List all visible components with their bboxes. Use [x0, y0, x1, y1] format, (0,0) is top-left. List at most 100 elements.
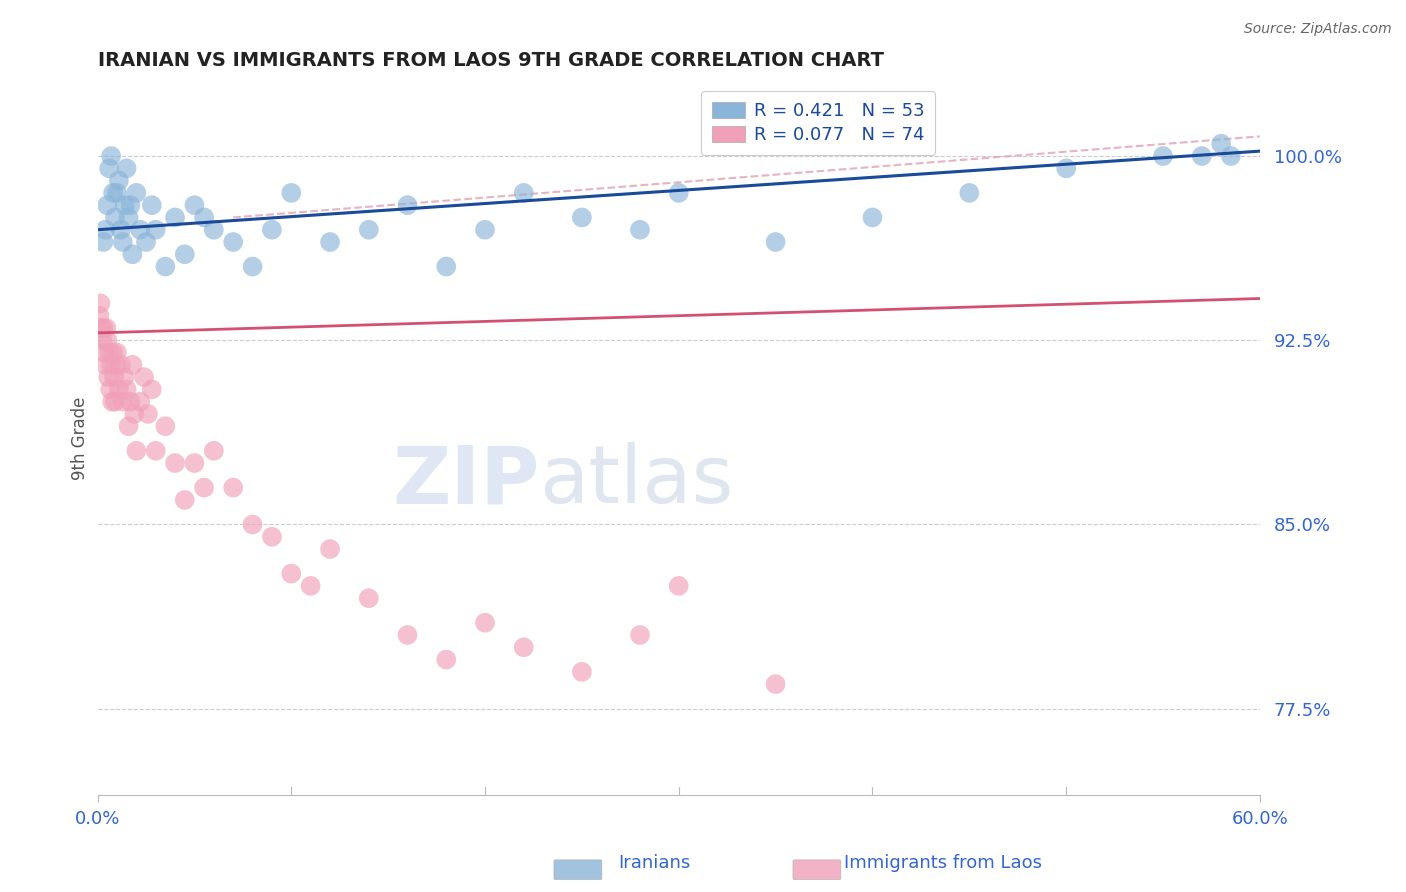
Point: [125, 186, 148, 200]
Point: [100, 358, 122, 372]
Point: [115, 383, 138, 397]
Point: [155, 260, 177, 274]
Point: [135, 235, 157, 249]
Point: [120, 394, 142, 409]
Point: [396, 628, 419, 642]
Point: [132, 370, 155, 384]
Point: [155, 419, 177, 434]
Point: [98, 161, 121, 176]
Point: [628, 223, 651, 237]
Point: [101, 186, 124, 200]
Point: [173, 492, 195, 507]
Point: [571, 211, 593, 225]
Point: [101, 394, 124, 409]
Point: [299, 579, 322, 593]
Point: [222, 481, 245, 495]
Point: [101, 345, 124, 359]
Point: [668, 579, 690, 593]
Point: [513, 640, 536, 655]
Point: [91, 333, 114, 347]
Point: [145, 443, 167, 458]
Point: [513, 186, 536, 200]
Point: [120, 198, 142, 212]
Point: [93, 235, 115, 249]
Point: [96, 333, 118, 347]
Point: [125, 443, 148, 458]
Text: ZIP: ZIP: [392, 442, 540, 520]
Point: [319, 542, 342, 557]
Point: [110, 223, 132, 237]
Point: [114, 370, 136, 384]
Point: [434, 260, 457, 274]
Point: [357, 223, 380, 237]
Point: [202, 443, 225, 458]
Point: [141, 198, 163, 212]
Point: [115, 161, 138, 176]
Point: [765, 235, 787, 249]
Point: [94, 223, 117, 237]
Point: [765, 677, 787, 691]
Point: [1191, 149, 1213, 163]
Point: [104, 358, 127, 372]
Text: Source: ZipAtlas.com: Source: ZipAtlas.com: [1244, 22, 1392, 37]
Text: Iranians: Iranians: [619, 855, 690, 872]
Point: [96, 321, 118, 335]
Point: [242, 260, 264, 274]
Point: [94, 358, 117, 372]
Point: [242, 517, 264, 532]
Point: [108, 173, 131, 187]
Point: [90, 321, 112, 335]
Point: [111, 235, 134, 249]
Point: [97, 370, 120, 384]
Point: [668, 186, 690, 200]
Point: [136, 407, 159, 421]
Point: [202, 223, 225, 237]
Point: [260, 223, 283, 237]
Point: [104, 211, 127, 225]
Point: [193, 481, 215, 495]
Point: [183, 456, 205, 470]
Point: [260, 530, 283, 544]
Point: [129, 223, 152, 237]
Point: [396, 198, 419, 212]
Point: [110, 358, 132, 372]
Point: [1054, 161, 1077, 176]
Point: [862, 211, 884, 225]
Point: [93, 321, 115, 335]
Point: [100, 149, 122, 163]
Text: IRANIAN VS IMMIGRANTS FROM LAOS 9TH GRADE CORRELATION CHART: IRANIAN VS IMMIGRANTS FROM LAOS 9TH GRAD…: [97, 51, 883, 70]
Point: [474, 615, 496, 630]
Point: [108, 383, 131, 397]
Point: [121, 247, 143, 261]
Point: [183, 198, 205, 212]
Point: [145, 223, 167, 237]
Point: [105, 345, 128, 359]
Point: [124, 407, 146, 421]
Point: [98, 383, 121, 397]
Legend: R = 0.421   N = 53, R = 0.077   N = 74: R = 0.421 N = 53, R = 0.077 N = 74: [702, 91, 935, 155]
Point: [103, 370, 125, 384]
Point: [98, 345, 121, 359]
Text: Immigrants from Laos: Immigrants from Laos: [844, 855, 1042, 872]
Point: [628, 628, 651, 642]
Point: [280, 566, 302, 581]
Point: [105, 186, 128, 200]
Point: [434, 652, 457, 666]
Point: [165, 456, 187, 470]
Point: [957, 186, 980, 200]
Point: [111, 394, 134, 409]
Point: [165, 211, 187, 225]
Point: [121, 358, 143, 372]
Point: [117, 211, 139, 225]
Point: [1211, 136, 1233, 151]
Point: [1219, 149, 1241, 163]
Point: [280, 186, 302, 200]
Point: [114, 198, 136, 212]
Y-axis label: 9th Grade: 9th Grade: [72, 397, 89, 480]
Point: [319, 235, 342, 249]
Point: [89, 296, 111, 310]
Text: atlas: atlas: [540, 442, 734, 520]
Point: [93, 345, 115, 359]
Point: [222, 235, 245, 249]
Point: [89, 309, 111, 323]
